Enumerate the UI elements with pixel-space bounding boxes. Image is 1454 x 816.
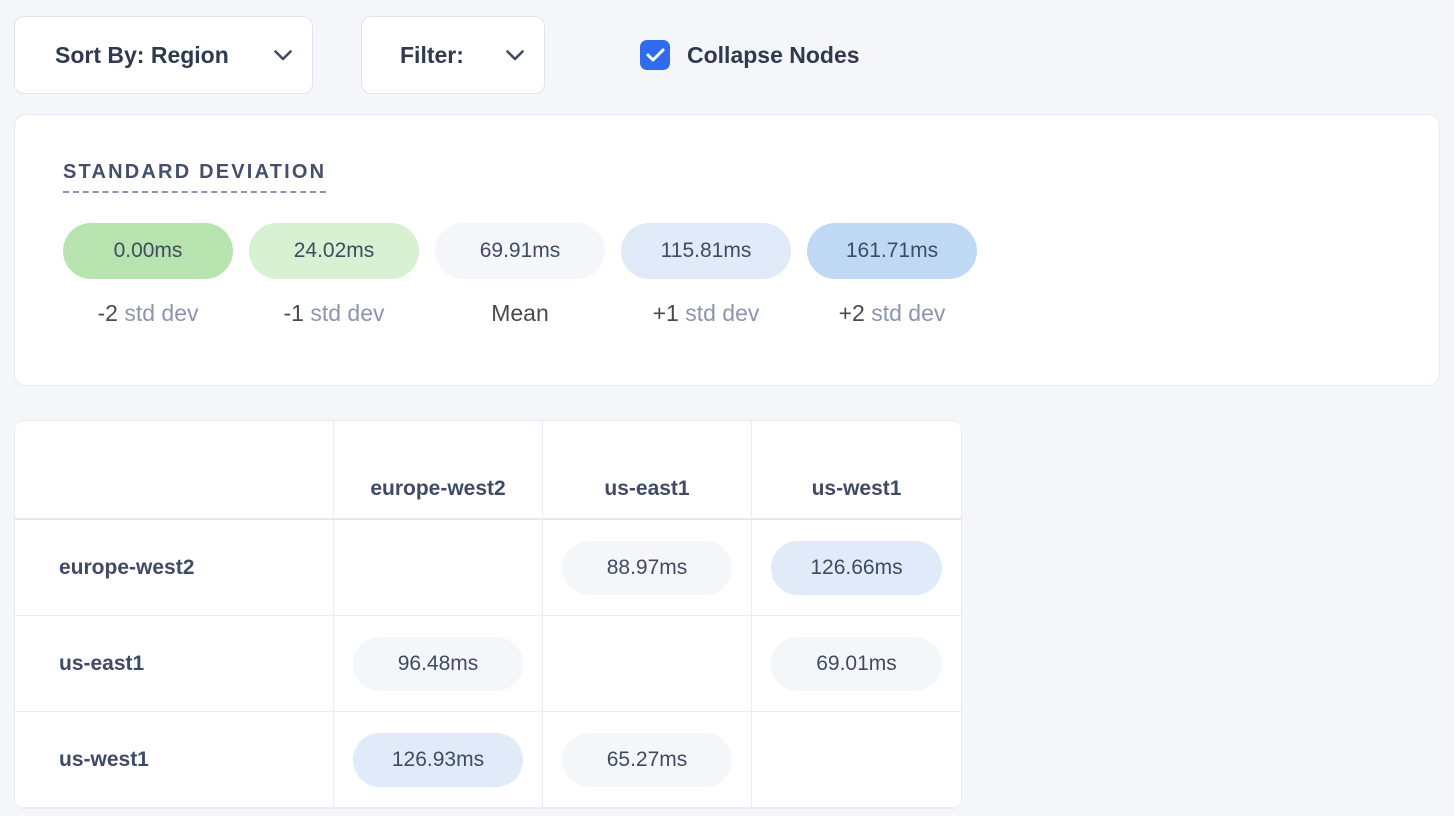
matrix-cell[interactable]: 96.48ms [334,616,543,712]
legend-value-pill: 69.91ms [435,223,605,279]
legend-caption-prefix: +2 [838,300,872,326]
matrix-header: europe-west2 us-east1 us-west1 [15,421,961,520]
legend-caption: +1 std dev [653,300,760,327]
legend-caption-mean: Mean [491,300,549,326]
matrix-cell-empty [543,616,752,712]
legend-caption-prefix: -2 [97,300,125,326]
latency-value-pill: 96.48ms [353,636,523,691]
legend-caption: -1 std dev [284,300,385,327]
legend-stop: 0.00ms -2 std dev [63,223,233,327]
collapse-nodes-checkbox[interactable] [640,40,670,70]
matrix-cell[interactable]: 69.01ms [752,616,961,712]
table-row: europe-west2 88.97ms 126.66ms [15,520,961,616]
matrix-cell[interactable]: 126.93ms [334,712,543,808]
legend-stop: 24.02ms -1 std dev [249,223,419,327]
filter-dropdown[interactable]: Filter: [361,16,545,94]
matrix-row-header[interactable]: us-east1 [15,616,334,712]
legend-caption-suffix: std dev [871,300,946,326]
legend-caption-suffix: std dev [685,300,760,326]
matrix-cell-empty [334,520,543,616]
legend-caption-prefix: -1 [283,300,311,326]
matrix-row-header[interactable]: europe-west2 [15,520,334,616]
latency-value-pill: 69.01ms [771,636,942,691]
latency-value-pill: 126.93ms [353,732,523,787]
table-row: us-east1 96.48ms 69.01ms [15,616,961,712]
legend-stop: 69.91ms Mean [435,223,605,327]
latency-value-pill: 65.27ms [562,732,732,787]
check-icon [646,48,665,62]
standard-deviation-title: STANDARD DEVIATION [63,161,327,193]
legend-value-pill: 161.71ms [807,223,977,279]
matrix-corner-cell [15,421,334,520]
legend-caption-suffix: std dev [124,300,199,326]
matrix-row-header[interactable]: us-west1 [15,712,334,808]
sort-by-label: Sort By: Region [55,41,229,68]
latency-value-pill: 126.66ms [771,540,942,595]
latency-matrix-table: europe-west2 us-east1 us-west1 europe-west… [14,420,962,809]
matrix-cell[interactable]: 126.66ms [752,520,961,616]
std-deviation-legend: 0.00ms -2 std dev 24.02ms -1 std dev 69.91ms… [63,223,993,327]
toolbar: Sort By: Region Filter: Collapse Nodes [0,0,1454,110]
legend-stop: 161.71ms +2 std dev [807,223,977,327]
matrix-column-header[interactable]: us-east1 [543,421,752,520]
legend-caption-prefix: +1 [652,300,686,326]
matrix-cell-empty [752,712,961,808]
matrix-column-header[interactable]: europe-west2 [334,421,543,520]
legend-caption-suffix: std dev [310,300,385,326]
legend-value-pill: 115.81ms [621,223,791,279]
legend-caption: Mean [491,300,549,327]
matrix-body: europe-west2 88.97ms 126.66ms us-east1 96.48… [15,520,961,808]
legend-value-pill: 0.00ms [63,223,233,279]
standard-deviation-card: STANDARD DEVIATION 0.00ms -2 std dev 24.02… [14,114,1440,386]
chevron-down-icon [506,49,524,61]
legend-caption: +2 std dev [839,300,946,327]
matrix-cell[interactable]: 65.27ms [543,712,752,808]
sort-by-dropdown[interactable]: Sort By: Region [14,16,313,94]
collapse-nodes-toggle[interactable]: Collapse Nodes [640,40,860,70]
chevron-down-icon [274,49,292,61]
collapse-nodes-label: Collapse Nodes [687,41,860,68]
legend-stop: 115.81ms +1 std dev [621,223,791,327]
legend-caption: -2 std dev [98,300,199,327]
filter-label: Filter: [400,41,464,68]
latency-value-pill: 88.97ms [562,540,732,595]
matrix-column-header[interactable]: us-west1 [752,421,961,520]
table-row: us-west1 126.93ms 65.27ms [15,712,961,808]
legend-value-pill: 24.02ms [249,223,419,279]
matrix-cell[interactable]: 88.97ms [543,520,752,616]
